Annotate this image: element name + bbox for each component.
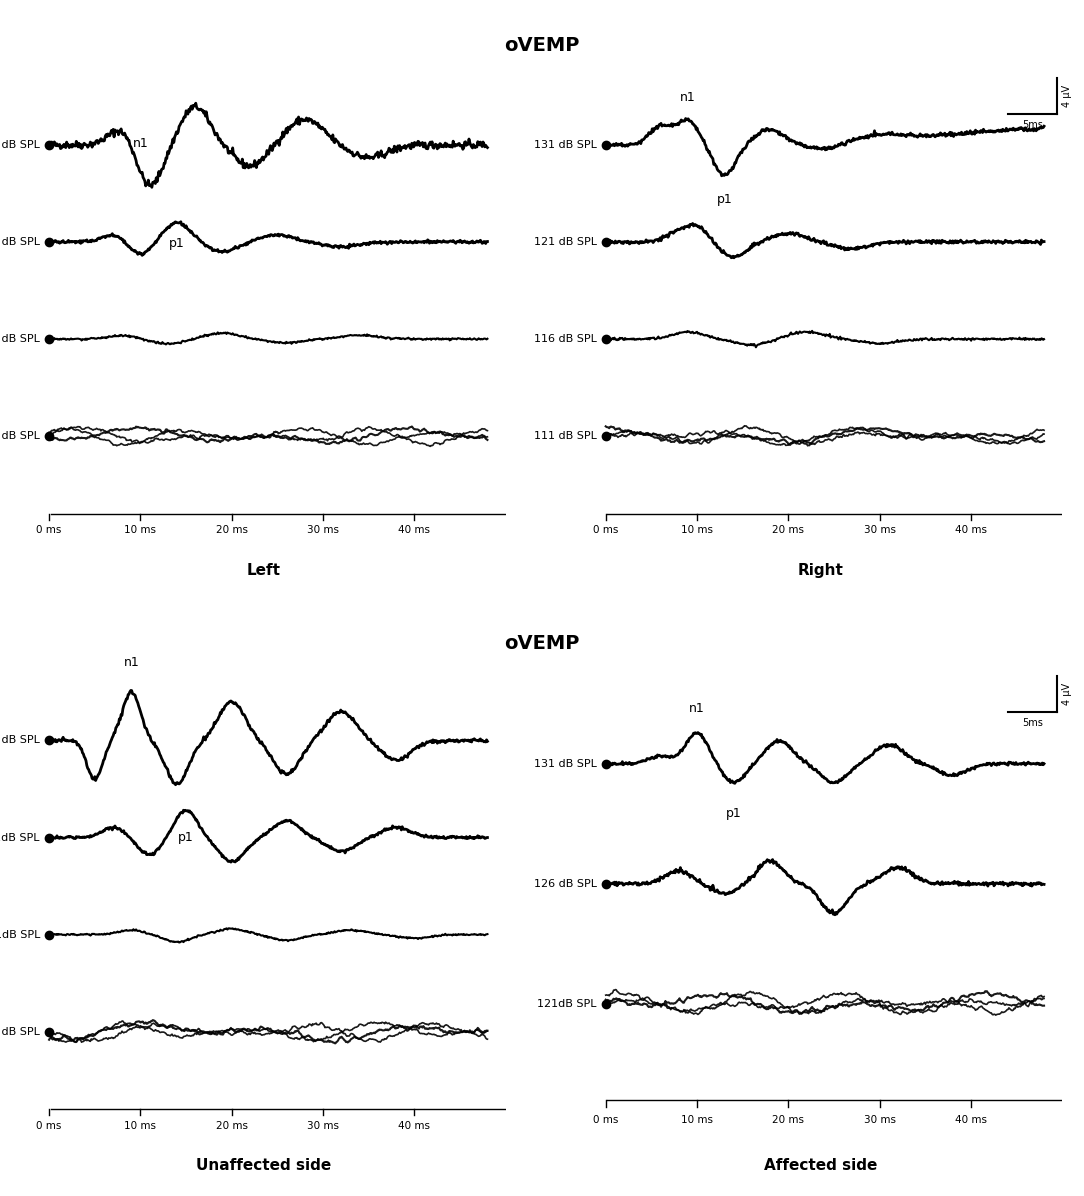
Text: 116 dB SPL: 116 dB SPL [0, 334, 40, 344]
Text: 10 ms: 10 ms [125, 1121, 156, 1131]
Text: 111 dB SPL: 111 dB SPL [533, 431, 596, 441]
Text: 40 ms: 40 ms [955, 525, 988, 536]
Text: 111 dB SPL: 111 dB SPL [0, 431, 40, 441]
Text: 106 dB SPL: 106 dB SPL [0, 1026, 40, 1037]
Text: n1: n1 [124, 657, 139, 670]
Text: 20 ms: 20 ms [216, 1121, 248, 1131]
Text: 30 ms: 30 ms [864, 1115, 895, 1124]
Text: p1: p1 [725, 807, 741, 820]
Text: 131 dB SPL: 131 dB SPL [0, 736, 40, 745]
Text: oVEMP: oVEMP [504, 634, 580, 653]
Text: 20 ms: 20 ms [216, 525, 248, 536]
Text: 10 ms: 10 ms [681, 1115, 713, 1124]
Text: 5ms: 5ms [1022, 718, 1043, 727]
Text: 4 μV: 4 μV [1062, 683, 1072, 704]
Text: 0 ms: 0 ms [37, 1121, 62, 1131]
Text: 116 dB SPL: 116 dB SPL [533, 334, 596, 344]
Text: 0 ms: 0 ms [593, 1115, 618, 1124]
Text: 0 ms: 0 ms [593, 525, 618, 536]
Text: 30 ms: 30 ms [864, 525, 895, 536]
Text: p1: p1 [717, 193, 733, 206]
Text: 111dB SPL: 111dB SPL [0, 929, 40, 940]
Text: oVEMP: oVEMP [504, 36, 580, 55]
Text: 131 dB SPL: 131 dB SPL [0, 140, 40, 150]
Text: n1: n1 [689, 702, 705, 715]
Text: n1: n1 [132, 136, 149, 150]
Text: 20 ms: 20 ms [772, 525, 804, 536]
Text: 20 ms: 20 ms [772, 1115, 804, 1124]
Text: Affected side: Affected side [763, 1158, 877, 1173]
Text: 0 ms: 0 ms [37, 525, 62, 536]
Text: 126 dB SPL: 126 dB SPL [533, 879, 596, 889]
Text: 10 ms: 10 ms [681, 525, 713, 536]
Text: 121dB SPL: 121dB SPL [537, 999, 596, 1009]
Text: 30 ms: 30 ms [307, 1121, 339, 1131]
Text: Left: Left [247, 562, 281, 578]
Text: 40 ms: 40 ms [955, 1115, 988, 1124]
Text: 4 μV: 4 μV [1062, 85, 1072, 106]
Text: Unaffected side: Unaffected side [196, 1158, 332, 1173]
Text: 40 ms: 40 ms [399, 1121, 430, 1131]
Text: 30 ms: 30 ms [307, 525, 339, 536]
Text: 40 ms: 40 ms [399, 525, 430, 536]
Text: 5ms: 5ms [1022, 120, 1043, 129]
Text: 131 dB SPL: 131 dB SPL [533, 758, 596, 769]
Text: p1: p1 [178, 831, 194, 844]
Text: Right: Right [798, 562, 843, 578]
Text: 10 ms: 10 ms [125, 525, 156, 536]
Text: 131 dB SPL: 131 dB SPL [533, 140, 596, 150]
Text: n1: n1 [680, 91, 696, 104]
Text: 121 dB SPL: 121 dB SPL [0, 237, 40, 246]
Text: 121 dB SPL: 121 dB SPL [533, 237, 596, 246]
Text: 121dB SPL: 121dB SPL [0, 832, 40, 842]
Text: p1: p1 [169, 237, 184, 250]
